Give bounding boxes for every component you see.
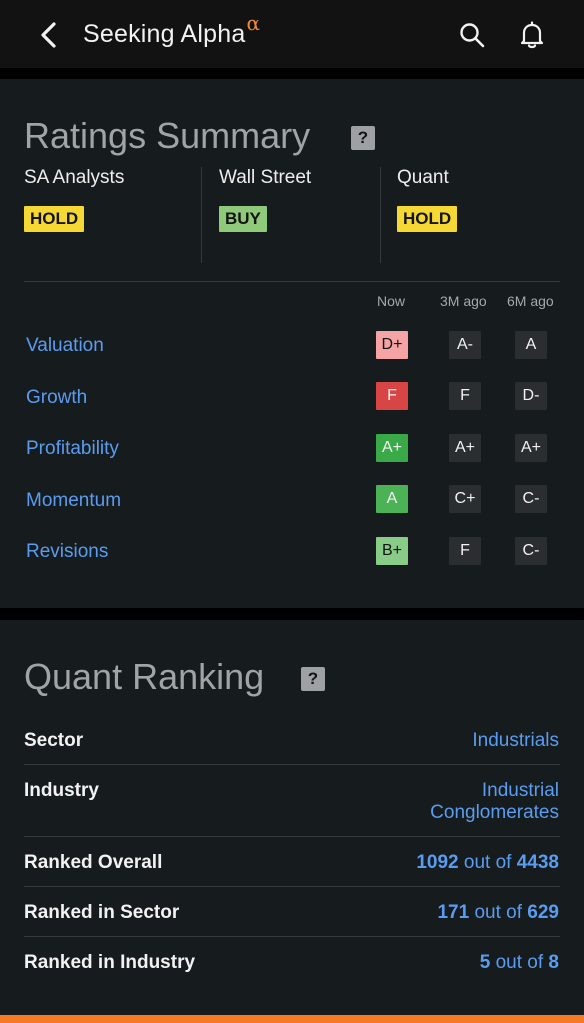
quant-badge: HOLD [397, 206, 458, 232]
logo-alpha-symbol: α [246, 11, 261, 35]
quant-ranking-help-icon[interactable]: ? [301, 667, 325, 691]
ratings-summary-card: Ratings Summary ? SA Analysts HOLD Wall … [0, 79, 584, 608]
row-divider [24, 886, 560, 887]
ranked-sector-total: 629 [527, 902, 559, 923]
factor-profitability-link[interactable]: Profitability [26, 438, 119, 459]
out-of-text: out of [463, 852, 512, 873]
bottom-accent-bar [0, 1015, 584, 1023]
ranked-sector-rank: 171 [437, 902, 470, 923]
ratings-help-icon[interactable]: ? [351, 126, 375, 150]
factor-revisions-link[interactable]: Revisions [26, 541, 109, 562]
sector-label: Sector [24, 730, 84, 751]
row-divider [24, 764, 560, 765]
col-header-3m: 3M ago [440, 293, 487, 309]
grade-3m: A+ [449, 434, 481, 462]
app-logo[interactable]: Seeking Alphaα [83, 11, 260, 49]
col-header-now: Now [377, 293, 406, 309]
grade-3m: A- [449, 331, 481, 359]
grade-3m: F [449, 537, 481, 565]
grade-6m: D- [515, 382, 547, 410]
grade-now: B+ [376, 537, 408, 565]
app-header: Seeking Alphaα [0, 0, 584, 68]
sa-analysts-rating: SA Analysts HOLD [24, 167, 124, 263]
grade-now: A [376, 485, 408, 513]
ratings-summary-title: Ratings Summary [24, 115, 311, 156]
row-divider [24, 936, 560, 937]
ranked-industry-value: 5 out of 8 [480, 952, 559, 974]
factor-momentum-link[interactable]: Momentum [26, 490, 122, 511]
quant-ranking-title: Quant Ranking [24, 656, 265, 697]
ranked-overall-rank: 1092 [416, 852, 459, 873]
grade-6m: A+ [515, 434, 547, 462]
industry-label: Industry [24, 780, 99, 801]
ranked-overall-value: 1092 out of 4438 [416, 852, 559, 874]
search-icon[interactable] [458, 21, 486, 49]
ranked-industry-total: 8 [548, 952, 559, 973]
grade-now: D+ [376, 331, 408, 359]
back-chevron-icon[interactable] [36, 20, 64, 50]
ranked-overall-total: 4438 [516, 852, 559, 873]
ranked-industry-rank: 5 [479, 952, 491, 973]
column-divider [380, 167, 381, 263]
wall-street-rating: Wall Street BUY [219, 167, 311, 263]
wall-street-badge: BUY [219, 206, 267, 232]
grade-3m: F [449, 382, 481, 410]
row-divider [24, 836, 560, 837]
wall-street-label: Wall Street [219, 167, 312, 188]
out-of-text: out of [474, 902, 523, 923]
sa-analysts-label: SA Analysts [24, 167, 125, 188]
sector-value-link[interactable]: Industrials [472, 730, 559, 751]
factor-valuation-link[interactable]: Valuation [26, 335, 104, 356]
sa-analysts-badge: HOLD [24, 206, 85, 232]
ranked-sector-label: Ranked in Sector [24, 902, 180, 923]
factor-growth-link[interactable]: Growth [26, 387, 88, 408]
col-header-6m: 6M ago [507, 293, 554, 309]
quant-label: Quant [397, 167, 449, 188]
quant-ranking-card: Quant Ranking ? Sector Industrials Indus… [0, 620, 584, 1015]
grade-now: F [376, 382, 408, 410]
ranked-sector-value: 171 out of 629 [437, 902, 559, 924]
industry-value-line1: Industrial [481, 780, 559, 801]
grade-6m: C- [515, 537, 547, 565]
industry-value-link[interactable]: Industrial Conglomerates [430, 780, 559, 824]
out-of-text: out of [495, 952, 544, 973]
grade-3m: C+ [449, 485, 481, 513]
grade-now: A+ [376, 434, 408, 462]
column-divider [201, 167, 202, 263]
grade-6m: C- [515, 485, 547, 513]
logo-text: Seeking Alpha [83, 20, 246, 48]
ranked-industry-label: Ranked in Industry [24, 952, 196, 973]
section-divider [24, 281, 560, 282]
grade-6m: A [515, 331, 547, 359]
industry-value-line2: Conglomerates [430, 802, 559, 823]
quant-rating: Quant HOLD [397, 167, 458, 263]
bell-icon[interactable] [518, 20, 546, 50]
ranked-overall-label: Ranked Overall [24, 852, 163, 873]
